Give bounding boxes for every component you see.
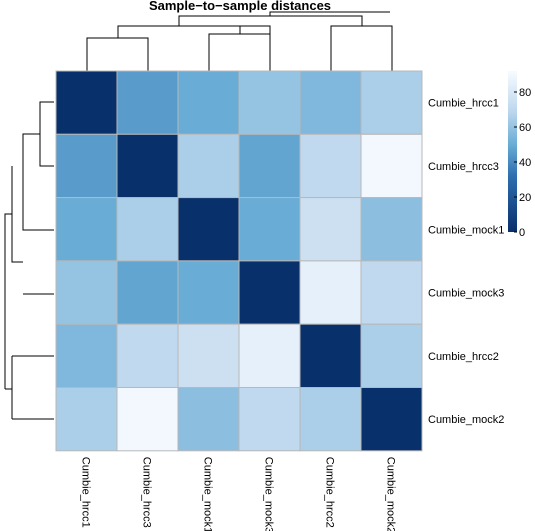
heatmap-cell [116, 133, 179, 199]
column-labels: Cumbie_hrcc1 Cumbie_hrcc3 Cumbie_mock1 Cumb… [80, 457, 397, 531]
row-label: Cumbie_hrcc2 [428, 351, 499, 363]
heatmap-cell [299, 197, 362, 262]
heatmap-cell [177, 197, 240, 262]
row-label: Cumbie_hrcc3 [428, 161, 499, 173]
heatmap-cell [177, 133, 240, 199]
row-label: Cumbie_mock1 [428, 224, 504, 236]
colorbar-tick-label: 0 [519, 227, 525, 239]
chart-title: Sample−to−sample distances [149, 0, 331, 13]
heatmap-cells [55, 70, 423, 452]
heatmap-cell [116, 323, 179, 389]
heatmap-cell [360, 323, 423, 389]
heatmap-cell [238, 387, 301, 452]
row-dendrogram [4, 101, 54, 420]
heatmap-cell [299, 260, 362, 325]
heatmap-cell [55, 323, 118, 389]
heatmap-cell [55, 260, 118, 325]
column-label: Cumbie_mock2 [385, 457, 397, 531]
column-label: Cumbie_mock3 [263, 457, 275, 531]
heatmap-cell [177, 323, 240, 389]
heatmap-cell [177, 260, 240, 325]
heatmap-cell [238, 70, 301, 135]
row-label: Cumbie_hrcc1 [428, 98, 499, 110]
heatmap-cell [299, 133, 362, 199]
heatmap-cell [55, 133, 118, 199]
heatmap-cell [116, 260, 179, 325]
column-label: Cumbie_hrcc2 [324, 457, 336, 528]
heatmap-cell [116, 387, 179, 452]
heatmap-cell [360, 260, 423, 325]
row-label: Cumbie_mock3 [428, 288, 504, 300]
colorbar [508, 71, 517, 232]
heatmap-cell [55, 387, 118, 452]
colorbar-tick-label: 60 [519, 122, 531, 134]
heatmap-cell [299, 387, 362, 452]
heatmap-cell [238, 197, 301, 262]
colorbar-tick-label: 20 [519, 192, 531, 204]
heatmap-cell [360, 70, 423, 135]
colorbar-ticks: 0 20 40 60 80 [514, 87, 531, 239]
heatmap-cell [360, 133, 423, 199]
heatmap-cell [177, 70, 240, 135]
column-label: Cumbie_mock1 [202, 457, 214, 531]
heatmap-cell [177, 387, 240, 452]
heatmap-cell [238, 260, 301, 325]
heatmap-cell [116, 197, 179, 262]
heatmap-cell [360, 197, 423, 262]
heatmap-cell [360, 387, 423, 452]
heatmap-cell [299, 70, 362, 135]
column-label: Cumbie_hrcc3 [141, 457, 153, 528]
heatmap-cell [238, 323, 301, 389]
heatmap-cell [116, 70, 179, 135]
colorbar-tick-label: 40 [519, 157, 531, 169]
heatmap-cell [238, 133, 301, 199]
heatmap-cell [55, 197, 118, 262]
colorbar-tick-label: 80 [519, 87, 531, 99]
column-label: Cumbie_hrcc1 [80, 457, 92, 528]
row-label: Cumbie_mock2 [428, 414, 504, 426]
heatmap-cell [299, 323, 362, 389]
row-labels: Cumbie_hrcc1 Cumbie_hrcc3 Cumbie_mock1 Cumb… [428, 98, 504, 426]
column-dendrogram [86, 11, 393, 71]
heatmap-cell [55, 70, 118, 135]
